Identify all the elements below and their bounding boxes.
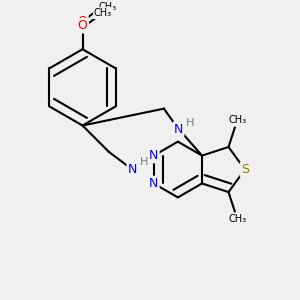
Text: O: O — [78, 15, 88, 28]
Text: H: H — [140, 157, 148, 167]
Text: CH₃: CH₃ — [228, 214, 246, 224]
Text: H: H — [186, 118, 194, 128]
Text: N: N — [128, 163, 137, 176]
Text: N: N — [149, 149, 158, 162]
Text: O: O — [78, 19, 88, 32]
Text: CH₃: CH₃ — [98, 2, 116, 12]
Text: N: N — [174, 123, 183, 136]
Text: CH₃: CH₃ — [94, 8, 112, 18]
Text: N: N — [149, 177, 158, 190]
Text: CH₃: CH₃ — [228, 116, 246, 125]
Text: S: S — [241, 163, 249, 176]
